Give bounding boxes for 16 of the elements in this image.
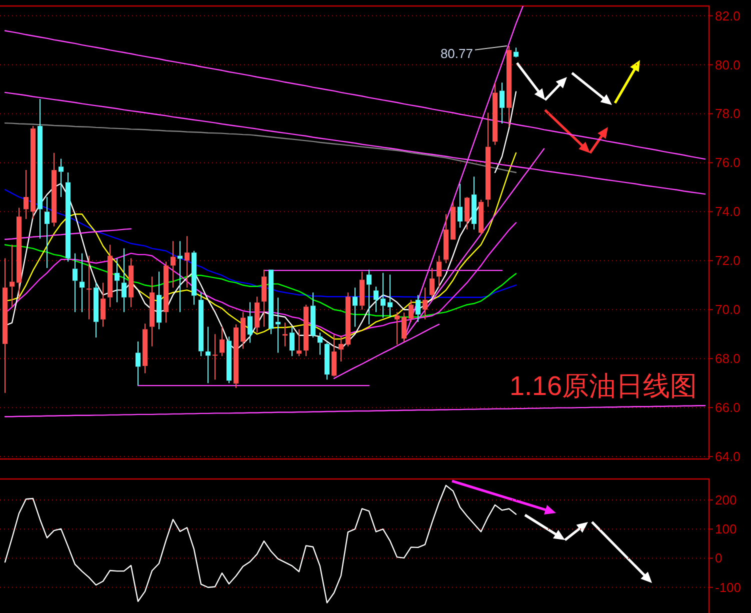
y-tick-label: 82.0 xyxy=(715,8,740,24)
y-tick-label: -100 xyxy=(715,580,742,595)
y-tick-label: 68.0 xyxy=(715,351,740,366)
y-tick-label: 78.0 xyxy=(715,106,740,122)
y-tick-label: 72.0 xyxy=(715,253,740,268)
annotation: 80.77 xyxy=(440,46,473,61)
y-tick-label: 80.0 xyxy=(715,57,740,72)
y-tick-label: 64.0 xyxy=(715,449,740,464)
text: 1.16原油日线图 xyxy=(509,371,697,401)
y-tick-label: 74.0 xyxy=(715,204,740,220)
y-tick-label: 66.0 xyxy=(715,400,740,416)
y-tick-label: 100 xyxy=(715,522,737,537)
y-tick-label: 200 xyxy=(715,492,737,508)
y-tick-label: 70.0 xyxy=(715,302,740,318)
y-tick-label: 76.0 xyxy=(715,155,740,170)
y-tick-label: 0 xyxy=(715,550,722,566)
